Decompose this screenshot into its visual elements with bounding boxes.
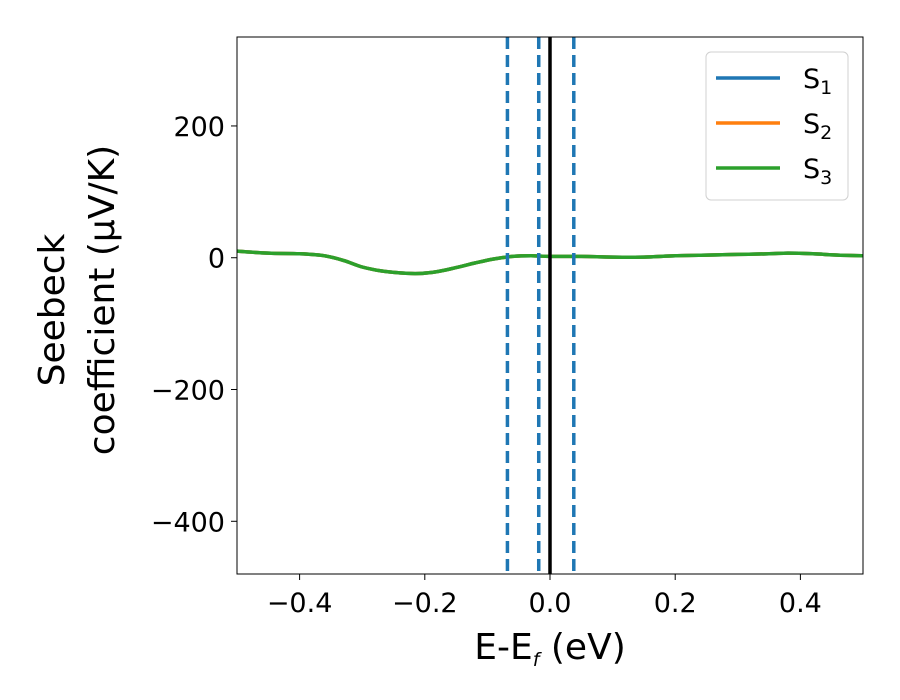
x-tick-label: 0.4	[779, 588, 822, 619]
y-axis-ticks: 200 0 −200 −400	[151, 112, 237, 538]
y-tick-label: −200	[151, 376, 225, 407]
x-tick-label: −0.2	[392, 588, 458, 619]
legend-label-s3: S3	[803, 154, 832, 189]
legend-box	[705, 51, 849, 201]
legend-label-s1: S1	[803, 64, 832, 99]
legend: S1 S2 S3	[705, 51, 849, 201]
y-tick-label: 200	[173, 112, 225, 143]
legend-label-s2: S2	[803, 109, 832, 144]
reference-lines	[505, 37, 576, 574]
x-tick-label: 0.2	[654, 588, 697, 619]
y-tick-label: 0	[208, 244, 225, 275]
series-curves	[236, 249, 864, 276]
legend-entries: S1 S2 S3	[716, 64, 832, 189]
x-tick-label: 0.0	[529, 588, 572, 619]
x-axis-label: E-Ef (eV)	[474, 627, 626, 671]
y-axis-label-line2: coefficient (μV/K)	[82, 145, 123, 455]
y-tick-label: −400	[151, 507, 225, 538]
series-line-s3	[236, 249, 864, 276]
x-axis-ticks: −0.4 −0.2 0.0 0.2 0.4	[267, 574, 822, 619]
x-tick-label: −0.4	[267, 588, 333, 619]
y-axis-label-line1: Seebeck	[32, 233, 73, 386]
